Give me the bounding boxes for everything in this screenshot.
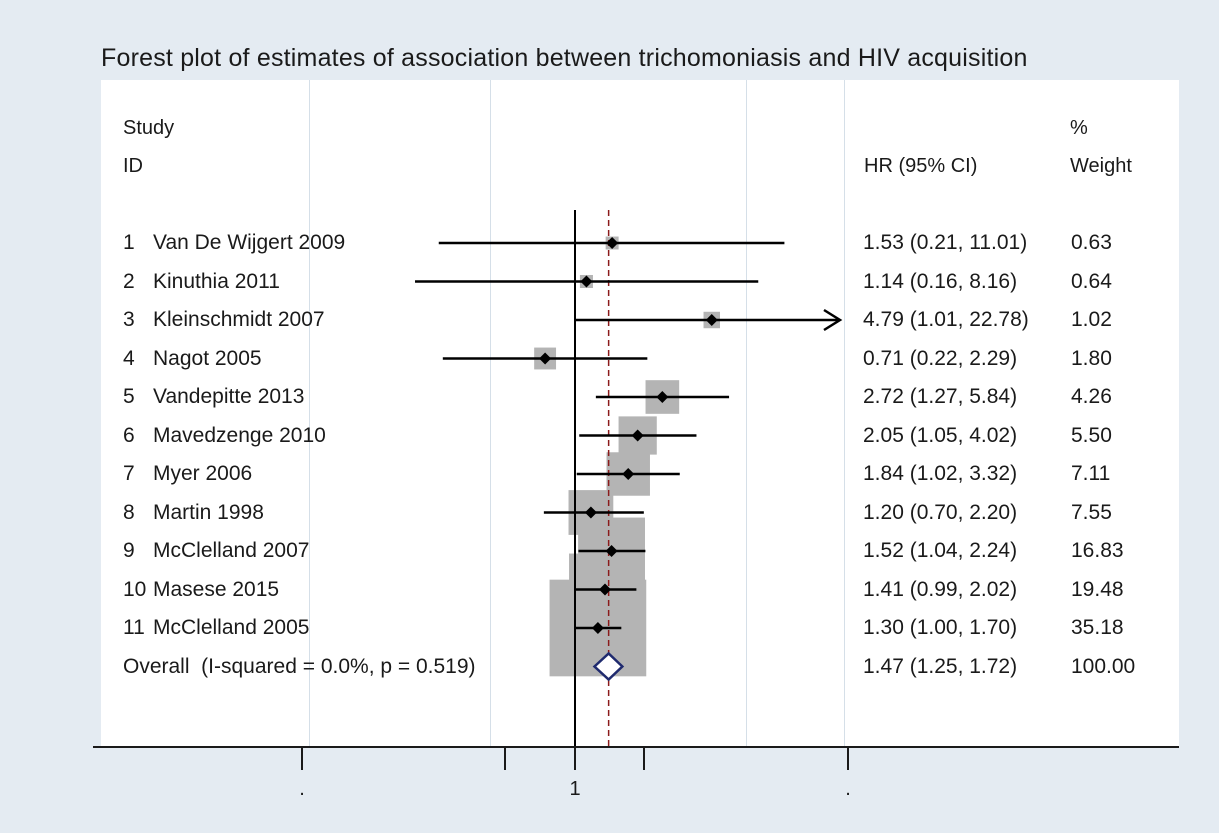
study-label: 5 Vandepitte 2013 xyxy=(123,385,304,409)
study-name: Kinuthia 2011 xyxy=(153,269,280,293)
study-name: McClelland 2005 xyxy=(153,616,310,639)
study-label: 4 Nagot 2005 xyxy=(123,347,262,371)
grid-line xyxy=(746,80,747,747)
study-number: 1 xyxy=(123,231,135,254)
weight-label: 7.11 xyxy=(1071,462,1111,486)
study-name: McClelland 2007 xyxy=(153,539,310,562)
study-label: 10 Masese 2015 xyxy=(123,578,279,602)
study-name: Nagot 2005 xyxy=(153,346,262,370)
x-axis-tick xyxy=(301,748,303,770)
estimate-label: 2.05 (1.05, 4.02) xyxy=(863,423,1018,447)
weight-label: 7.55 xyxy=(1071,500,1112,525)
weight-label: 1.80 xyxy=(1071,346,1112,371)
study-number: 5 xyxy=(123,385,135,408)
estimate-label: 1.30 (1.00, 1.70) xyxy=(863,616,1018,639)
overall-weight-label: 100.00 xyxy=(1071,654,1136,678)
study-name: Van De Wijgert 2009 xyxy=(153,231,346,254)
weight-label: 35.18 xyxy=(1071,616,1124,640)
study-number: 4 xyxy=(123,346,135,370)
estimate-label: 4.79 (1.01, 22.78) xyxy=(863,308,1029,331)
study-number: 7 xyxy=(123,462,135,485)
estimate-label: 0.71 (0.22, 2.29) xyxy=(863,346,1018,370)
header-percent: % xyxy=(1070,117,1088,139)
study-label: 1 Van De Wijgert 2009 xyxy=(123,231,345,255)
estimate-label: 2.72 (1.27, 5.84) xyxy=(863,385,1018,408)
weight-label: 4.26 xyxy=(1071,385,1112,409)
estimate-label: 1.41 (0.99, 2.02) xyxy=(863,577,1018,601)
estimate-label: 1.20 (0.70, 2.20) xyxy=(863,500,1018,524)
weight-label: 16.83 xyxy=(1071,539,1124,563)
header-weight: Weight xyxy=(1070,155,1132,177)
weight-label: 19.48 xyxy=(1071,577,1124,602)
grid-line xyxy=(309,80,310,747)
study-number: 9 xyxy=(123,539,135,562)
study-name: Vandepitte 2013 xyxy=(153,385,305,408)
estimate-label: 1.84 (1.02, 3.32) xyxy=(863,462,1018,485)
study-name: Mavedzenge 2010 xyxy=(153,423,326,447)
study-number: 6 xyxy=(123,423,135,447)
estimate-label: 1.14 (0.16, 8.16) xyxy=(863,269,1018,293)
study-name: Martin 1998 xyxy=(153,500,264,524)
plot-panel xyxy=(101,80,1179,747)
header-estimate: HR (95% CI) xyxy=(864,155,978,177)
chart-title: Forest plot of estimates of association … xyxy=(101,44,1028,72)
estimate-label: 1.52 (1.04, 2.24) xyxy=(863,539,1018,562)
study-label: 2 Kinuthia 2011 xyxy=(123,270,280,294)
x-axis-tick xyxy=(504,748,506,770)
x-axis-tick xyxy=(643,748,645,770)
x-axis-tick xyxy=(847,748,849,770)
weight-label: 0.63 xyxy=(1071,231,1112,255)
overall-estimate-label: 1.47 (1.25, 1.72) xyxy=(863,654,1018,678)
x-axis-tick-label: 1 xyxy=(569,778,581,800)
study-number: 10 xyxy=(123,577,147,601)
header-study: Study xyxy=(123,117,175,139)
study-label: 9 McClelland 2007 xyxy=(123,539,309,563)
study-number: 11 xyxy=(123,616,145,639)
study-number: 2 xyxy=(123,269,135,293)
weight-label: 1.02 xyxy=(1071,308,1112,332)
estimate-label: 1.53 (0.21, 11.01) xyxy=(863,231,1028,254)
overall-label: Overall (I-squared = 0.0%, p = 0.519) xyxy=(123,654,476,678)
grid-line xyxy=(490,80,491,747)
study-name: Myer 2006 xyxy=(153,462,253,485)
study-number: 3 xyxy=(123,308,135,331)
grid-line xyxy=(844,80,845,747)
study-label: 3 Kleinschmidt 2007 xyxy=(123,308,325,332)
weight-label: 5.50 xyxy=(1071,423,1112,448)
x-axis-line xyxy=(93,746,1179,748)
x-axis-tick-label: . xyxy=(845,778,851,800)
weight-label: 0.64 xyxy=(1071,269,1112,294)
study-number: 8 xyxy=(123,500,135,524)
x-axis-tick-label: . xyxy=(299,778,305,800)
study-label: 11 McClelland 2005 xyxy=(123,616,309,640)
study-label: 7 Myer 2006 xyxy=(123,462,252,486)
study-name: Masese 2015 xyxy=(153,577,280,601)
x-axis-tick xyxy=(574,748,576,770)
study-label: 8 Martin 1998 xyxy=(123,501,264,525)
study-name: Kleinschmidt 2007 xyxy=(153,308,325,331)
study-label: 6 Mavedzenge 2010 xyxy=(123,424,326,448)
header-id: ID xyxy=(123,155,143,177)
